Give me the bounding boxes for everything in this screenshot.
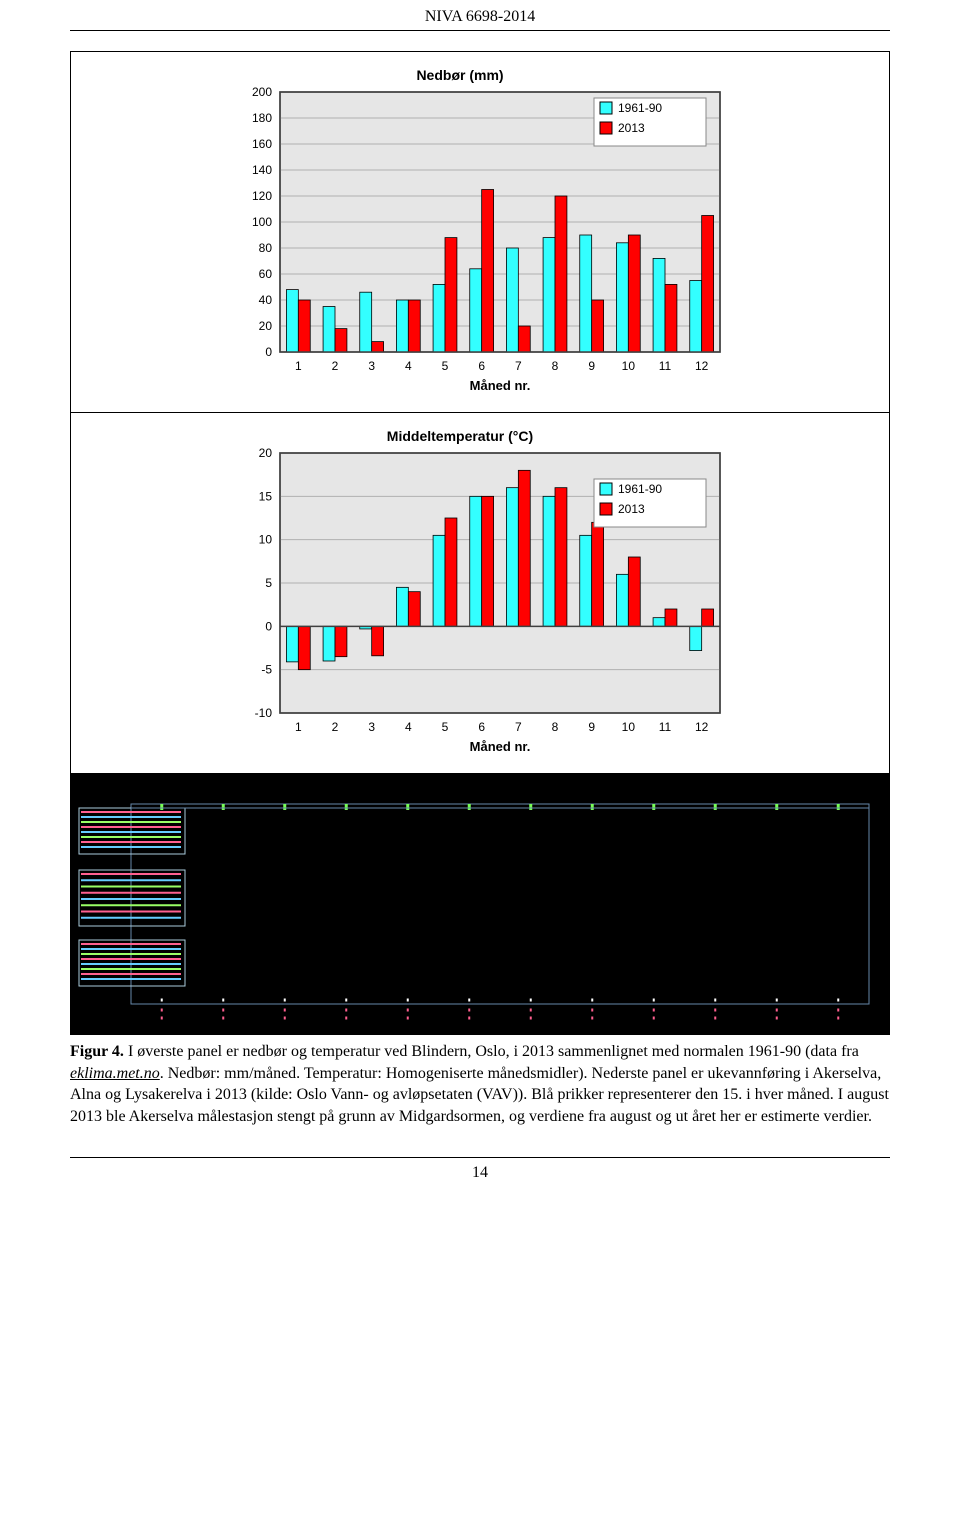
svg-text:140: 140	[252, 163, 272, 177]
svg-text:1: 1	[295, 359, 302, 373]
svg-text:5: 5	[442, 359, 449, 373]
doc-header: NIVA 6698-2014	[70, 0, 890, 31]
caption-text-1: I øverste panel er nedbør og temperatur …	[124, 1043, 859, 1060]
svg-text:Måned nr.: Måned nr.	[470, 739, 531, 754]
svg-text:12: 12	[695, 720, 709, 734]
svg-text:1: 1	[295, 720, 302, 734]
svg-text:10: 10	[622, 720, 636, 734]
svg-text:15: 15	[259, 489, 273, 503]
svg-text:9: 9	[588, 359, 595, 373]
caption-link: eklima.met.no	[70, 1065, 160, 1082]
svg-text:10: 10	[622, 359, 636, 373]
nedbor-chart: 0204060801001201401601802001234567891011…	[220, 62, 740, 402]
svg-text:Middeltemperatur (°C): Middeltemperatur (°C)	[387, 428, 533, 444]
svg-text:5: 5	[442, 720, 449, 734]
svg-text:11: 11	[659, 359, 672, 373]
svg-text:11: 11	[659, 720, 672, 734]
svg-text:7: 7	[515, 359, 522, 373]
svg-text:200: 200	[252, 85, 272, 99]
page-footer: 14	[70, 1157, 890, 1182]
svg-text:0: 0	[265, 619, 272, 633]
svg-text:4: 4	[405, 720, 412, 734]
svg-text:40: 40	[259, 293, 273, 307]
svg-text:6: 6	[478, 720, 485, 734]
svg-text:20: 20	[259, 446, 273, 460]
svg-text:7: 7	[515, 720, 522, 734]
svg-text:9: 9	[588, 720, 595, 734]
svg-text:3: 3	[368, 720, 375, 734]
svg-text:120: 120	[252, 189, 272, 203]
flow-chart	[71, 774, 889, 1034]
page-number: 14	[472, 1164, 488, 1181]
svg-text:12: 12	[695, 359, 709, 373]
nedbor-chart-panel: 0204060801001201401601802001234567891011…	[71, 52, 889, 413]
svg-text:6: 6	[478, 359, 485, 373]
svg-text:1961-90: 1961-90	[618, 482, 662, 496]
flow-chart-panel	[71, 774, 889, 1034]
svg-text:8: 8	[552, 720, 559, 734]
svg-text:0: 0	[265, 345, 272, 359]
svg-text:60: 60	[259, 267, 273, 281]
svg-text:2: 2	[332, 720, 339, 734]
svg-text:1961-90: 1961-90	[618, 101, 662, 115]
temp-chart: -10-505101520123456789101112Måned nr.Mid…	[220, 423, 740, 763]
svg-text:3: 3	[368, 359, 375, 373]
svg-text:Nedbør (mm): Nedbør (mm)	[416, 67, 503, 83]
svg-text:160: 160	[252, 137, 272, 151]
temp-chart-panel: -10-505101520123456789101112Måned nr.Mid…	[71, 413, 889, 774]
svg-text:2: 2	[332, 359, 339, 373]
svg-text:5: 5	[265, 576, 272, 590]
svg-text:-5: -5	[261, 663, 272, 677]
svg-text:2013: 2013	[618, 121, 645, 135]
figure-label: Figur 4.	[70, 1043, 124, 1060]
figure-caption: Figur 4. I øverste panel er nedbør og te…	[70, 1041, 890, 1127]
svg-text:80: 80	[259, 241, 273, 255]
svg-text:10: 10	[259, 533, 273, 547]
figure-container: 0204060801001201401601802001234567891011…	[70, 51, 890, 1035]
svg-text:180: 180	[252, 111, 272, 125]
svg-text:8: 8	[552, 359, 559, 373]
svg-text:-10: -10	[255, 706, 273, 720]
svg-text:4: 4	[405, 359, 412, 373]
svg-text:100: 100	[252, 215, 272, 229]
svg-text:20: 20	[259, 319, 273, 333]
svg-text:2013: 2013	[618, 502, 645, 516]
svg-text:Måned nr.: Måned nr.	[470, 378, 531, 393]
caption-text-2: . Nedbør: mm/måned. Temperatur: Homogeni…	[70, 1065, 889, 1125]
